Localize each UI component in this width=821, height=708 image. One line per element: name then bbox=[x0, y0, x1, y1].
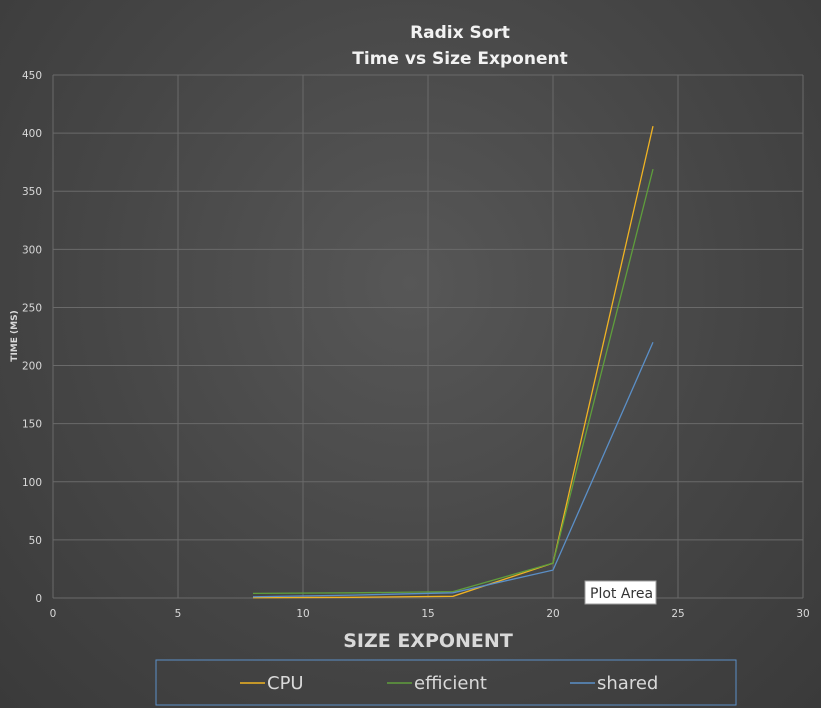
series-line-efficient bbox=[252, 168, 654, 595]
data-series bbox=[252, 125, 654, 599]
y-tick-label: 350 bbox=[22, 186, 42, 198]
gridlines bbox=[52, 74, 804, 599]
y-tick-label: 300 bbox=[22, 244, 42, 256]
x-tick-label: 30 bbox=[796, 608, 809, 620]
y-tick-label: 250 bbox=[22, 302, 42, 314]
x-axis-title: SIZE EXPONENT bbox=[343, 630, 513, 652]
chart-subtitle: Time vs Size Exponent bbox=[352, 49, 567, 69]
legend-label-CPU: CPU bbox=[267, 673, 304, 694]
y-tick-label: 450 bbox=[22, 70, 42, 82]
legend-box bbox=[155, 659, 737, 706]
y-tick-label: 200 bbox=[22, 361, 42, 373]
x-tick-label: 20 bbox=[546, 608, 559, 620]
legend-label-shared: shared bbox=[597, 673, 658, 694]
x-tick-label: 0 bbox=[50, 608, 57, 620]
y-tick-label: 400 bbox=[22, 128, 42, 140]
series-line-CPU bbox=[252, 125, 654, 599]
chart-title: Radix Sort bbox=[410, 23, 510, 43]
x-tick-labels: 0 5 10 15 20 25 30 bbox=[50, 608, 810, 620]
tooltip-box bbox=[584, 580, 657, 605]
legend: CPU efficient shared bbox=[155, 659, 737, 706]
legend-label-efficient: efficient bbox=[414, 673, 487, 694]
y-tick-label: 0 bbox=[35, 593, 42, 605]
y-tick-label: 150 bbox=[22, 419, 42, 431]
y-axis-title: TIME (MS) bbox=[10, 310, 20, 361]
plot-area-tooltip: Plot Area bbox=[584, 580, 657, 605]
y-tick-label: 50 bbox=[29, 535, 42, 547]
x-tick-label: 15 bbox=[421, 608, 434, 620]
tooltip-label: Plot Area bbox=[590, 586, 653, 602]
y-tick-labels: 0 50 100 150 200 250 300 350 400 450 bbox=[22, 70, 42, 605]
x-tick-label: 25 bbox=[671, 608, 684, 620]
x-tick-label: 10 bbox=[296, 608, 309, 620]
y-tick-label: 100 bbox=[22, 477, 42, 489]
series-line-shared bbox=[252, 342, 654, 598]
x-tick-label: 5 bbox=[175, 608, 182, 620]
